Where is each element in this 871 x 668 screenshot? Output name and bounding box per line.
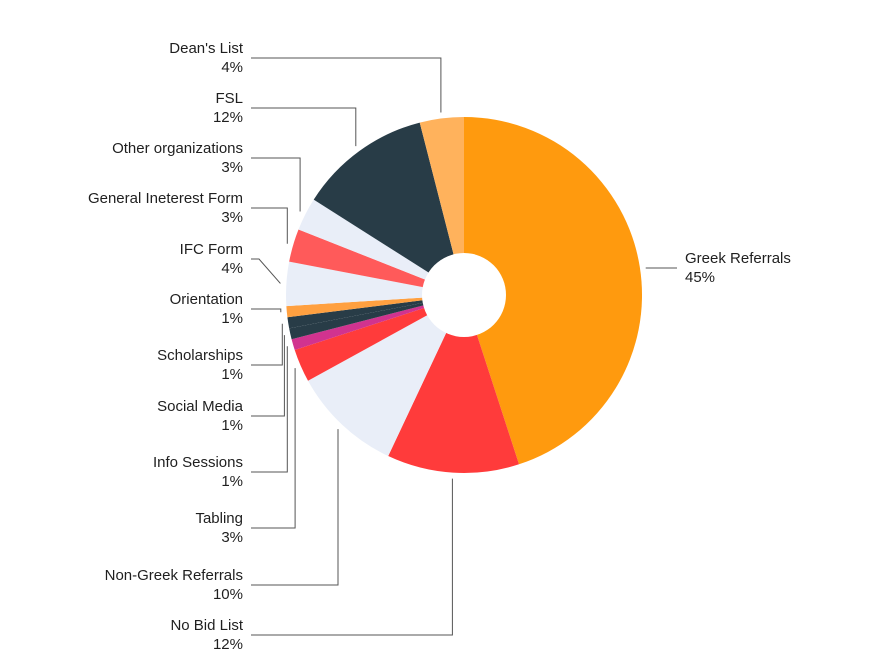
leader-line-group [251, 57, 677, 636]
leader-line-info-sessions [251, 346, 288, 473]
leader-line-general-ineterest-form [251, 207, 288, 244]
slice-scholarships [287, 295, 464, 329]
label-other-organizations: Other organizations [112, 140, 243, 157]
label-no-bid-list: No Bid List [170, 617, 243, 634]
value-label-tabling: 3% [221, 529, 243, 546]
label-dean-s-list: Dean's List [169, 40, 244, 57]
slice-group [285, 117, 643, 474]
slice-orientation [286, 295, 464, 318]
leader-line-no-bid-list [251, 478, 453, 636]
label-scholarships: Scholarships [157, 347, 243, 364]
value-label-social-media: 1% [221, 417, 243, 434]
label-orientation: Orientation [170, 291, 243, 308]
leader-line-non-greek-referrals [251, 429, 339, 586]
label-tabling: Tabling [195, 510, 243, 527]
label-non-greek-referrals: Non-Greek Referrals [105, 567, 243, 584]
slice-social-media [289, 295, 464, 340]
value-label-info-sessions: 1% [221, 473, 243, 490]
leader-line-social-media [251, 335, 285, 417]
leader-line-other-organizations [251, 157, 301, 212]
label-greek-referrals: Greek Referrals [685, 250, 791, 267]
value-label-general-ineterest-form: 3% [221, 209, 243, 226]
label-ifc-form: IFC Form [180, 241, 243, 258]
slice-dean-s-list [419, 117, 464, 295]
slice-fsl [313, 122, 464, 295]
slice-no-bid-list [388, 295, 520, 474]
value-label-ifc-form: 4% [221, 260, 243, 277]
slice-non-greek-referrals [308, 295, 464, 457]
leader-line-tabling [251, 368, 296, 529]
leader-line-dean-s-list [251, 57, 442, 113]
value-label-greek-referrals: 45% [685, 269, 715, 286]
donut-hole [422, 253, 506, 337]
slice-general-ineterest-form [289, 229, 464, 295]
value-label-fsl: 12% [213, 109, 243, 126]
label-fsl: FSL [215, 90, 243, 107]
value-label-other-organizations: 3% [221, 159, 243, 176]
label-general-ineterest-form: General Ineterest Form [88, 190, 243, 207]
value-label-orientation: 1% [221, 310, 243, 327]
slice-other-organizations [298, 199, 464, 295]
slice-info-sessions [291, 295, 464, 351]
leader-line-scholarships [251, 323, 283, 366]
value-label-non-greek-referrals: 10% [213, 586, 243, 603]
slice-greek-referrals [464, 117, 643, 465]
value-label-scholarships: 1% [221, 366, 243, 383]
value-label-dean-s-list: 4% [221, 59, 243, 76]
leader-line-ifc-form [251, 258, 281, 284]
label-info-sessions: Info Sessions [153, 454, 243, 471]
slice-tabling [294, 295, 464, 381]
label-group: Greek Referrals 45% No Bid List 12% Non-Gree… [88, 40, 791, 653]
value-label-no-bid-list: 12% [213, 636, 243, 653]
label-social-media: Social Media [157, 398, 244, 415]
leader-line-orientation [251, 308, 282, 313]
slice-ifc-form [285, 261, 464, 307]
leader-line-fsl [251, 107, 357, 147]
